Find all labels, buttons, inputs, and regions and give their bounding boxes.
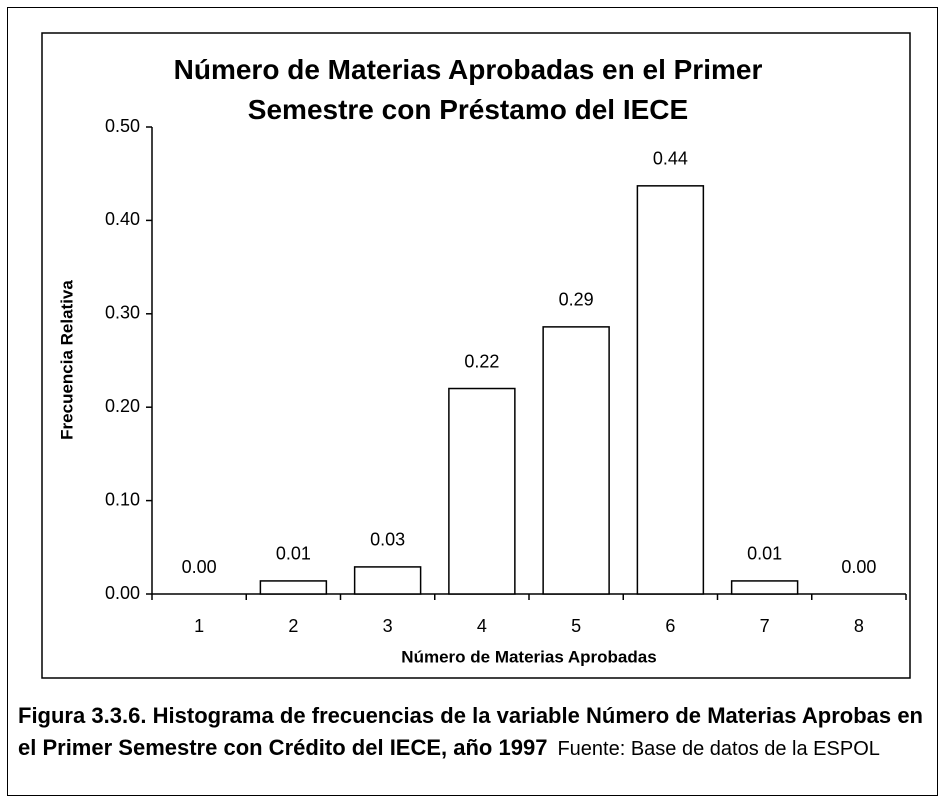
source: Fuente: Base de datos de la ESPOL — [557, 738, 880, 760]
chart-border — [41, 32, 911, 679]
data-label: 0.01 — [276, 544, 311, 564]
caption-text: Figura 3.3.6. Histograma de frecuencias … — [18, 703, 923, 760]
x-tick-label: 1 — [194, 616, 204, 636]
x-tick-label: 4 — [477, 616, 487, 636]
x-tick-label: 8 — [854, 616, 864, 636]
data-label: 0.29 — [559, 290, 594, 310]
bar — [730, 580, 799, 595]
chart-title: Número de Materias Aprobadas en el Prime… — [173, 54, 763, 125]
y-tick-label: 0.10 — [105, 489, 140, 509]
bar — [353, 566, 422, 595]
x-tick-label: 6 — [665, 616, 675, 636]
x-tick-label: 7 — [760, 616, 770, 636]
y-axis-label: Frecuencia Relativa — [57, 280, 76, 440]
x-axis-label: Número de Materias Aprobadas — [401, 647, 656, 666]
frame — [7, 7, 938, 796]
bar — [259, 580, 328, 595]
bar — [542, 326, 610, 595]
x-tick-label: 5 — [571, 616, 581, 636]
data-label: 0.00 — [841, 557, 876, 577]
y-tick-label: 0.00 — [105, 583, 140, 603]
y-tick-label: 0.40 — [105, 209, 140, 229]
data-label: 0.01 — [747, 544, 782, 564]
bar — [636, 185, 705, 595]
data-label: 0.44 — [653, 149, 688, 169]
y-tick-label: 0.20 — [105, 396, 140, 416]
x-tick-label: 2 — [288, 616, 298, 636]
data-label: 0.22 — [464, 351, 499, 371]
data-label: 0.03 — [370, 530, 405, 550]
bar — [448, 387, 516, 595]
x-tick-label: 3 — [383, 616, 393, 636]
y-tick-label: 0.30 — [105, 303, 140, 323]
data-label: 0.00 — [182, 557, 217, 577]
y-tick-label: 0.50 — [105, 116, 140, 136]
caption: Figura 3.3.6. Histograma de frecuencias … — [18, 700, 923, 765]
